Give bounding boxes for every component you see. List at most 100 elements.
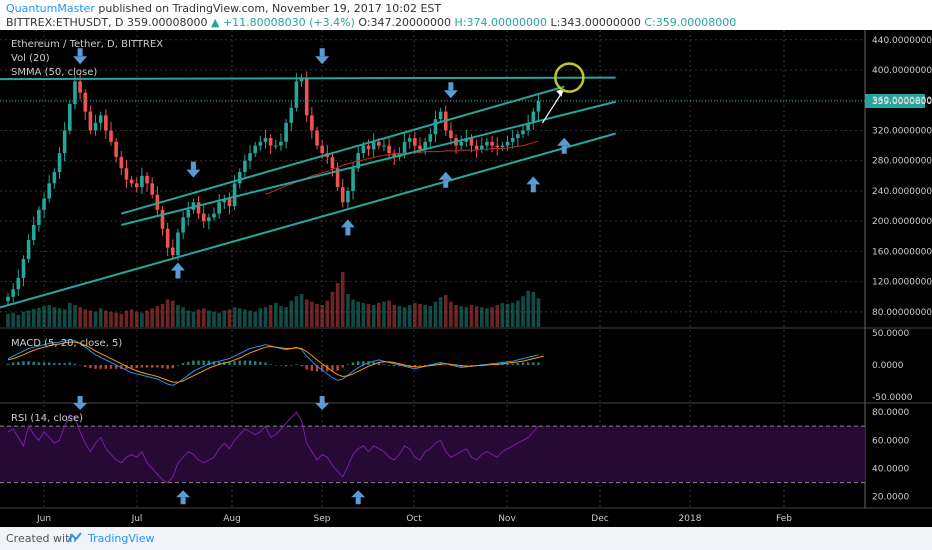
candle-body — [299, 77, 304, 82]
volume-bar — [232, 307, 237, 327]
candle-body — [253, 145, 257, 154]
volume-bar — [134, 311, 139, 327]
down-arrow-icon — [186, 161, 201, 178]
candle-body — [377, 141, 381, 146]
macd-histogram-bar — [290, 365, 293, 366]
volume-bar — [201, 308, 206, 327]
macd-histogram-bar — [382, 364, 386, 365]
time-tick-label: Jun — [36, 514, 51, 524]
macd-histogram-bar — [238, 360, 241, 365]
macd-histogram-bar — [207, 360, 211, 365]
candle-body — [480, 145, 484, 150]
volume-bar — [124, 310, 129, 327]
candle-body — [129, 179, 134, 184]
candle-body — [346, 190, 350, 203]
volume-bar — [47, 305, 51, 327]
volume-bar — [382, 301, 386, 327]
tradingview-brand-link[interactable]: TradingView — [88, 532, 155, 545]
macd-histogram-bar — [434, 363, 437, 365]
macd-histogram-bar — [140, 365, 144, 368]
created-with-label: Created with — [6, 532, 77, 545]
macd-histogram-bar — [454, 365, 458, 367]
macd-histogram-bar — [387, 365, 391, 366]
arrow-shaft — [530, 184, 536, 193]
volume-bar — [186, 310, 191, 327]
macd-histogram-bar — [310, 365, 314, 371]
volume-bar — [160, 303, 165, 327]
low-value: L:343.00000000 — [547, 16, 641, 29]
time-tick-label: Nov — [498, 514, 516, 524]
volume-bar — [171, 300, 175, 327]
candle-body — [366, 145, 371, 150]
arrow-head — [73, 403, 88, 411]
price-panel[interactable]: 359.00008000 — [0, 71, 932, 327]
symbol-label: BITTREX:ETHUSDT, D — [6, 16, 124, 29]
volume-bar — [438, 297, 443, 327]
arrow-head — [315, 56, 330, 65]
resistance-trend-line — [0, 76, 616, 81]
rsi-up-arrow-icon — [351, 490, 366, 505]
arrow-head — [186, 169, 201, 178]
macd-histogram-bar — [243, 360, 247, 365]
volume-bar — [78, 307, 82, 327]
up-arrow-icon — [340, 219, 355, 236]
candle-body — [485, 141, 489, 146]
macd-histogram-bar — [423, 365, 427, 366]
candle-body — [11, 289, 15, 297]
arrow-head — [351, 490, 366, 498]
candle-body — [340, 187, 345, 203]
volume-bar — [83, 309, 88, 327]
price-tick-label: 200.00000000 — [872, 217, 932, 227]
volume-bar — [361, 302, 366, 327]
candle-body — [196, 202, 201, 214]
candle-body — [500, 145, 505, 148]
arrow-head — [526, 176, 541, 185]
volume-bar — [423, 305, 427, 327]
volume-bar — [413, 302, 417, 327]
chart-header: QuantumMaster published on TradingView.c… — [0, 0, 932, 30]
macd-histogram-bar — [145, 365, 149, 368]
volume-bar — [325, 300, 330, 327]
arrow-shaft — [190, 161, 196, 170]
volume-bar — [418, 303, 422, 327]
volume-bar — [485, 308, 489, 327]
macd-histogram-bar — [192, 360, 195, 365]
macd-histogram-bar — [11, 362, 15, 365]
volume-bar — [536, 298, 541, 327]
candle-body — [438, 111, 443, 120]
arrow-head — [176, 490, 191, 498]
volume-bar — [335, 283, 340, 327]
arrow-head — [443, 90, 458, 99]
candle-body — [237, 172, 242, 184]
macd-histogram-bar — [58, 363, 61, 365]
macd-histogram-bar — [151, 365, 154, 368]
candle-body — [263, 138, 268, 142]
candle-body — [109, 130, 113, 142]
volume-bar — [495, 305, 500, 327]
rsi-down-arrow-icon — [73, 396, 88, 411]
candle-body — [93, 122, 98, 131]
candle-body — [449, 130, 453, 139]
chart-canvas[interactable]: 359.00008000 440.00000000 400.00000000 360… — [0, 30, 932, 527]
macd-histogram-bar — [130, 365, 133, 369]
macd-histogram-bar — [526, 362, 530, 365]
volume-bar — [52, 307, 57, 327]
lower-channel-line — [0, 132, 616, 309]
macd-histogram-bar — [341, 365, 344, 368]
rsi-up-arrow-icon — [176, 490, 191, 505]
volume-bar — [93, 311, 98, 327]
macd-histogram-bar — [393, 365, 396, 367]
macd-histogram-bar — [89, 365, 92, 369]
macd-panel[interactable] — [6, 339, 544, 386]
candle-body — [78, 81, 82, 93]
macd-tick-label: 0.0000 — [872, 361, 904, 371]
volume-bar — [351, 299, 355, 327]
drawing-annotations[interactable] — [0, 48, 616, 505]
macd-histogram-bar — [532, 362, 535, 365]
volume-bar — [330, 291, 335, 327]
down-arrow-icon — [73, 48, 88, 65]
volume-bar — [505, 303, 510, 327]
rsi-panel[interactable] — [0, 411, 865, 484]
author-link[interactable]: QuantumMaster — [6, 2, 95, 15]
rsi-tick-label: 60.0000 — [872, 436, 909, 446]
